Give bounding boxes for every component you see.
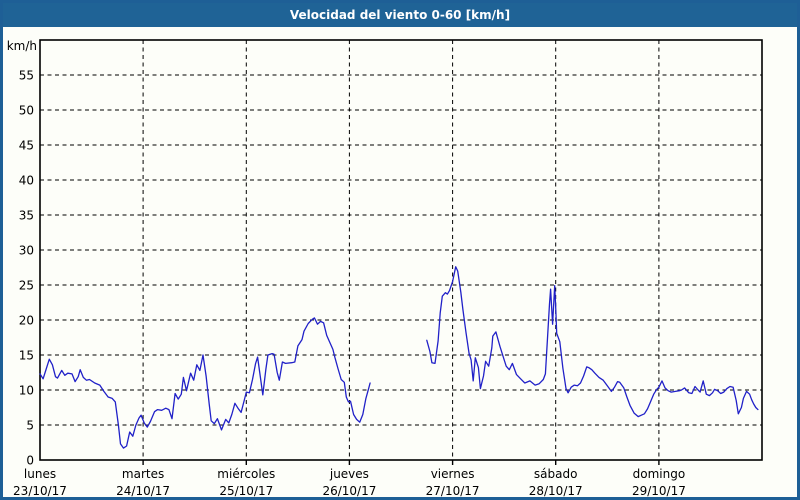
x-day-label: lunes (24, 467, 56, 481)
x-day-label: sábado (534, 467, 578, 481)
y-tick-label: 40 (19, 174, 34, 188)
x-day-label: jueves (329, 467, 369, 481)
y-tick-label: 5 (26, 419, 34, 433)
chart-title-bar: Velocidad del viento 0-60 [km/h] (3, 3, 797, 27)
x-date-label: 26/10/17 (322, 484, 376, 497)
plot-border (39, 39, 763, 461)
x-date-label: 28/10/17 (529, 484, 583, 497)
x-date-label: 25/10/17 (219, 484, 273, 497)
x-date-label: 23/10/17 (13, 484, 67, 497)
wind-speed-line (426, 266, 759, 418)
x-date-label: 27/10/17 (426, 484, 480, 497)
y-tick-label: 0 (26, 454, 34, 468)
y-tick-label: 45 (19, 139, 34, 153)
wind-speed-chart: 0 5 10 15 20 25 30 35 40 45 50 55 km/h lunes 23/10/17 m… (7, 39, 763, 497)
x-day-label: domingo (633, 467, 686, 481)
y-tick-label: 20 (19, 314, 34, 328)
chart-title: Velocidad del viento 0-60 [km/h] (289, 8, 511, 22)
x-day-label: viernes (431, 467, 475, 481)
y-tick-label: 15 (19, 349, 34, 363)
y-tick-label: 50 (19, 104, 34, 118)
x-day-label: miércoles (217, 467, 275, 481)
wind-speed-line (39, 317, 371, 449)
chart-area: 0 5 10 15 20 25 30 35 40 45 50 55 km/h lunes 23/10/17 m… (3, 3, 797, 497)
y-tick-label: 30 (19, 244, 34, 258)
x-date-label: 24/10/17 (116, 484, 170, 497)
y-axis-unit-label: km/h (7, 39, 37, 53)
y-tick-label: 25 (19, 279, 34, 293)
y-tick-label: 55 (19, 69, 34, 83)
y-tick-label: 35 (19, 209, 34, 223)
x-day-label: martes (122, 467, 164, 481)
x-date-label: 29/10/17 (632, 484, 686, 497)
y-tick-label: 10 (19, 384, 34, 398)
